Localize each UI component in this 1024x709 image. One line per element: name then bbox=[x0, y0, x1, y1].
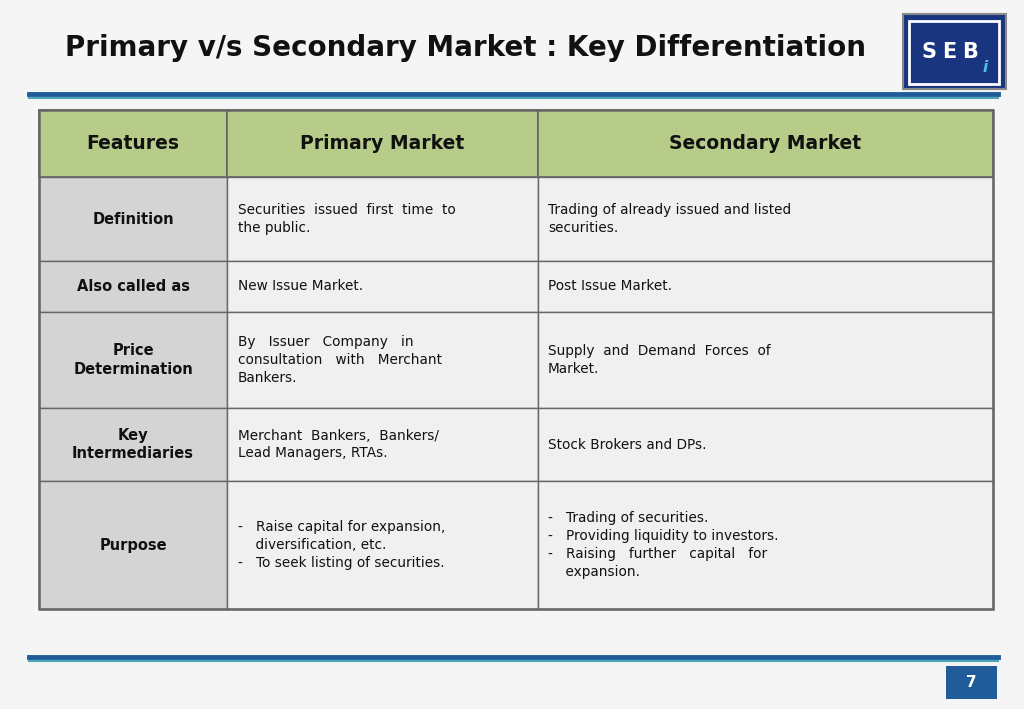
Text: Purpose: Purpose bbox=[99, 537, 167, 553]
Text: S: S bbox=[922, 42, 936, 62]
Bar bbox=[39, 110, 227, 177]
Text: 7: 7 bbox=[967, 675, 977, 691]
Bar bbox=[227, 312, 538, 408]
Bar bbox=[538, 312, 993, 408]
Text: Trading of already issued and listed
securities.: Trading of already issued and listed sec… bbox=[548, 203, 791, 235]
Bar bbox=[227, 408, 538, 481]
Text: Supply  and  Demand  Forces  of
Market.: Supply and Demand Forces of Market. bbox=[548, 344, 770, 376]
Bar bbox=[227, 481, 538, 609]
Text: Definition: Definition bbox=[92, 211, 174, 227]
Text: Merchant  Bankers,  Bankers/
Lead Managers, RTAs.: Merchant Bankers, Bankers/ Lead Managers… bbox=[238, 429, 438, 460]
Text: Secondary Market: Secondary Market bbox=[670, 134, 861, 153]
Text: Securities  issued  first  time  to
the public.: Securities issued first time to the publ… bbox=[238, 203, 456, 235]
Text: By   Issuer   Company   in
consultation   with   Merchant
Bankers.: By Issuer Company in consultation with M… bbox=[238, 335, 441, 385]
Text: New Issue Market.: New Issue Market. bbox=[238, 279, 362, 294]
Bar bbox=[227, 177, 538, 261]
Text: -   Raise capital for expansion,
    diversification, etc.
-   To seek listing o: - Raise capital for expansion, diversifi… bbox=[238, 520, 445, 570]
Text: Features: Features bbox=[87, 134, 179, 153]
Bar bbox=[538, 408, 993, 481]
Bar bbox=[538, 261, 993, 312]
Text: Price
Determination: Price Determination bbox=[74, 343, 193, 376]
Bar bbox=[538, 110, 993, 177]
Bar bbox=[538, 481, 993, 609]
Bar bbox=[538, 177, 993, 261]
Text: Stock Brokers and DPs.: Stock Brokers and DPs. bbox=[548, 437, 707, 452]
Bar bbox=[39, 408, 227, 481]
Bar bbox=[39, 177, 227, 261]
Bar bbox=[227, 110, 538, 177]
Bar bbox=[909, 21, 999, 84]
Bar bbox=[39, 312, 227, 408]
Bar bbox=[39, 110, 993, 609]
Bar bbox=[903, 14, 1006, 89]
Text: Key
Intermediaries: Key Intermediaries bbox=[72, 428, 195, 462]
Bar bbox=[39, 261, 227, 312]
Bar bbox=[227, 261, 538, 312]
Bar bbox=[946, 666, 997, 699]
Text: B: B bbox=[962, 42, 978, 62]
Text: i: i bbox=[982, 60, 988, 75]
Text: -   Trading of securities.
-   Providing liquidity to investors.
-   Raising   f: - Trading of securities. - Providing liq… bbox=[548, 511, 778, 579]
Bar bbox=[39, 481, 227, 609]
Text: Primary Market: Primary Market bbox=[300, 134, 465, 153]
Text: Also called as: Also called as bbox=[77, 279, 189, 294]
Text: E: E bbox=[942, 42, 956, 62]
Text: Post Issue Market.: Post Issue Market. bbox=[548, 279, 672, 294]
Text: Primary v/s Secondary Market : Key Differentiation: Primary v/s Secondary Market : Key Diffe… bbox=[66, 33, 866, 62]
